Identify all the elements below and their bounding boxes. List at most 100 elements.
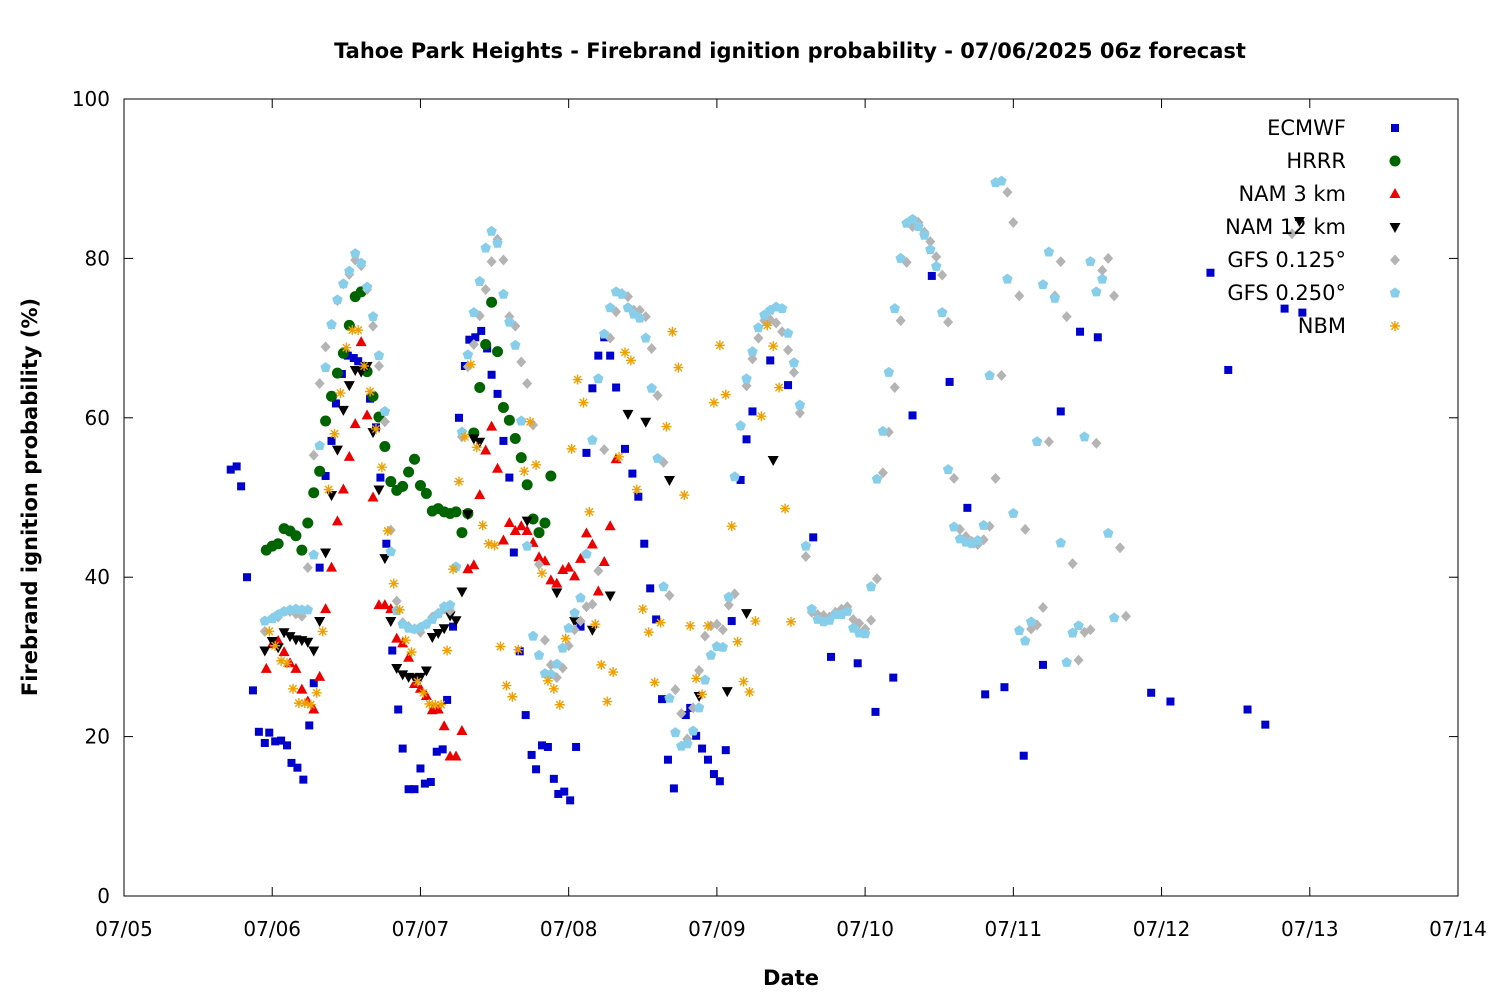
data-point	[649, 677, 660, 688]
data-point	[382, 525, 393, 536]
data-point	[296, 683, 308, 694]
data-point	[588, 384, 597, 393]
data-point	[697, 689, 708, 700]
data-point	[727, 617, 736, 626]
data-point	[480, 242, 491, 253]
data-point	[516, 356, 527, 368]
data-point	[505, 473, 514, 482]
plot-frame	[123, 98, 1459, 897]
data-point	[432, 628, 444, 639]
data-point	[465, 359, 476, 370]
data-point	[365, 386, 376, 397]
data-point	[771, 317, 782, 329]
data-point	[486, 420, 498, 431]
data-point	[643, 627, 654, 638]
data-point	[509, 524, 521, 535]
data-point	[283, 741, 292, 750]
data-point	[314, 465, 326, 477]
data-point	[587, 598, 598, 610]
data-point	[592, 585, 604, 596]
data-point	[293, 698, 304, 709]
data-point	[376, 473, 385, 482]
data-point	[521, 524, 533, 535]
data-point	[1061, 311, 1072, 323]
data-point	[489, 540, 500, 551]
data-point	[990, 472, 1001, 484]
data-point	[531, 459, 542, 470]
data-point	[533, 551, 545, 562]
data-point	[593, 373, 604, 384]
data-point	[596, 659, 607, 670]
data-point	[265, 728, 274, 737]
data-point	[299, 775, 308, 784]
data-point	[721, 687, 733, 698]
y-tick-label: 20	[85, 725, 110, 749]
data-point	[414, 480, 426, 492]
data-point	[394, 705, 403, 714]
data-point	[507, 691, 518, 702]
data-point	[497, 401, 509, 413]
data-point	[866, 614, 877, 626]
data-point	[308, 646, 320, 657]
data-point	[1243, 705, 1252, 714]
x-tick-label: 07/09	[688, 917, 746, 941]
data-point	[276, 655, 287, 666]
data-point	[521, 540, 533, 551]
data-point	[572, 374, 583, 385]
data-point	[569, 607, 580, 618]
data-point	[948, 521, 960, 532]
data-point	[438, 624, 450, 635]
x-tick-label: 07/07	[392, 917, 450, 941]
data-point	[355, 336, 367, 347]
data-point	[456, 527, 468, 539]
data-point	[871, 573, 882, 585]
data-point	[699, 674, 711, 685]
data-point	[877, 467, 888, 479]
data-point	[317, 626, 328, 637]
data-point	[385, 546, 397, 557]
data-point	[593, 565, 604, 577]
data-point	[527, 750, 536, 759]
data-point	[326, 319, 337, 329]
data-point	[426, 778, 435, 787]
data-point	[361, 409, 373, 420]
data-point	[521, 479, 533, 491]
data-point	[943, 316, 954, 328]
data-point	[533, 527, 545, 539]
data-point	[382, 539, 391, 548]
data-point	[353, 325, 364, 336]
data-point	[726, 521, 737, 532]
data-point	[542, 675, 553, 686]
data-point	[620, 444, 629, 453]
data-point	[1000, 683, 1009, 692]
data-point	[1056, 407, 1065, 416]
data-point	[742, 435, 751, 444]
y-axis-label: Firebrand ignition probability (%)	[18, 298, 42, 696]
data-point	[243, 573, 252, 582]
data-point	[314, 378, 325, 390]
data-point	[510, 320, 521, 332]
data-point	[254, 727, 263, 736]
data-point	[296, 544, 308, 556]
data-point	[655, 617, 666, 628]
data-point	[320, 603, 332, 614]
data-point	[1037, 279, 1049, 290]
data-point	[367, 491, 379, 502]
data-point	[702, 620, 713, 631]
data-point	[925, 244, 936, 255]
data-point	[578, 397, 589, 408]
data-point	[373, 485, 385, 496]
data-point	[717, 624, 728, 636]
data-point	[327, 436, 336, 445]
data-point	[432, 747, 441, 756]
data-point	[1079, 431, 1090, 442]
data-point	[271, 737, 280, 746]
data-point	[599, 328, 610, 339]
data-point	[551, 588, 563, 599]
data-point	[331, 515, 343, 526]
data-point	[453, 476, 464, 487]
data-point	[321, 471, 330, 480]
series-hrrr	[260, 286, 557, 556]
x-tick-label: 07/08	[540, 917, 598, 941]
